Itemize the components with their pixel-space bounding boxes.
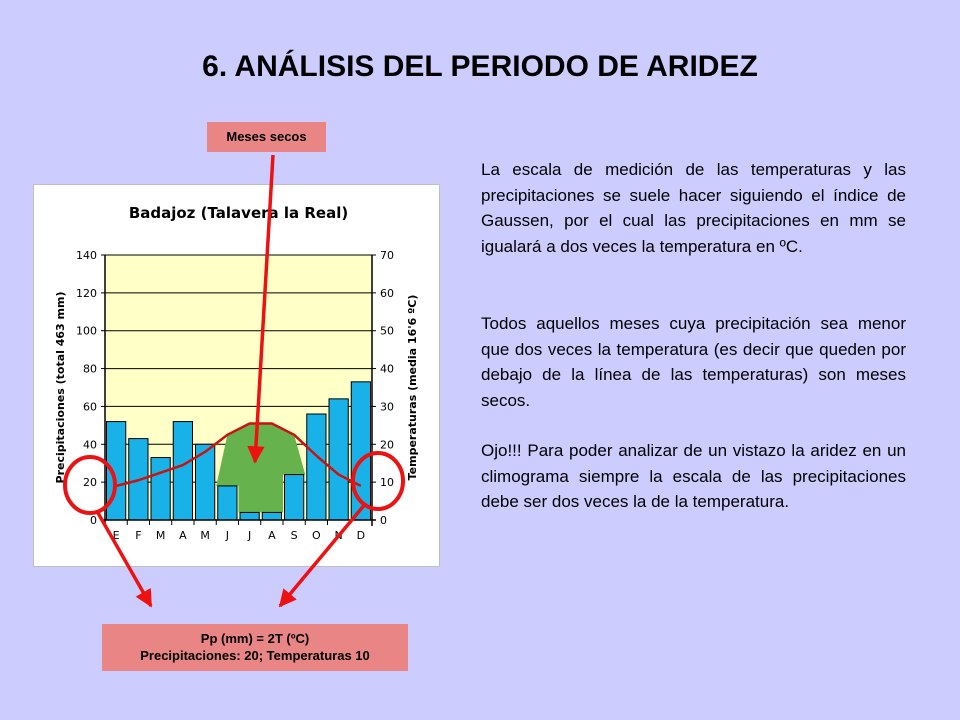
y-tick-label: 80 xyxy=(83,363,97,376)
y2-axis-title: Temperaturas (media 16'6 ºC) xyxy=(406,295,419,481)
month-label: A xyxy=(179,529,187,542)
y-tick-label: 40 xyxy=(83,438,97,451)
precipitation-bar xyxy=(217,485,238,521)
y2-tick-label: 10 xyxy=(380,476,394,489)
y-tick-label: 140 xyxy=(76,249,97,262)
precipitation-bar xyxy=(284,474,305,521)
month-label: J xyxy=(225,529,229,542)
y-tick-label: 60 xyxy=(83,400,97,413)
month-label: S xyxy=(291,529,298,542)
paragraph-gaussen-index: La escala de medición de las temperatura… xyxy=(481,160,906,256)
y-tick-label: 100 xyxy=(76,325,97,338)
month-label: M xyxy=(156,529,166,542)
y2-tick-label: 40 xyxy=(380,363,394,376)
gaussen-formula-callout: Pp (mm) = 2T (ºC) Precipitaciones: 20; T… xyxy=(102,624,408,671)
gaussen-values-line: Precipitaciones: 20; Temperaturas 10 xyxy=(140,648,370,663)
month-label: F xyxy=(135,529,141,542)
y2-tick-label: 70 xyxy=(380,249,394,262)
precipitation-bar xyxy=(261,511,282,521)
month-label: D xyxy=(357,529,365,542)
chart-title: Badajoz (Talavera la Real) xyxy=(129,204,348,222)
precipitation-bar xyxy=(106,421,127,521)
month-label: M xyxy=(200,529,210,542)
month-label: E xyxy=(113,529,120,542)
month-label: J xyxy=(247,529,251,542)
paragraph-scale-warning: Ojo!!! Para poder analizar de un vistazo… xyxy=(481,441,906,511)
y-tick-label: 120 xyxy=(76,287,97,300)
climate-chart: Badajoz (Talavera la Real)02040608010012… xyxy=(54,204,419,542)
gaussen-formula-line: Pp (mm) = 2T (ºC) xyxy=(200,631,310,646)
month-label: A xyxy=(268,529,276,542)
y2-tick-label: 20 xyxy=(380,438,394,451)
y2-tick-label: 0 xyxy=(380,514,387,527)
precipitation-bar xyxy=(350,381,371,521)
paragraph-dry-months: Todos aquellos meses cuya precipitación … xyxy=(481,314,906,410)
slide-title: 6. ANÁLISIS DEL PERIODO DE ARIDEZ xyxy=(202,50,758,83)
y-tick-label: 20 xyxy=(83,476,97,489)
temperature-line xyxy=(115,422,362,488)
month-label: N xyxy=(335,529,343,542)
y2-tick-label: 60 xyxy=(380,287,394,300)
precipitation-bar xyxy=(172,421,193,521)
y-axis-title: Precipitaciones (total 463 mm) xyxy=(54,292,67,484)
precipitation-bar xyxy=(328,398,349,521)
dry-months-callout: Meses secos xyxy=(207,122,326,152)
climate-chart-panel: Badajoz (Talavera la Real) 0 20 40 60 80 100 12… xyxy=(33,184,440,567)
y2-tick-label: 50 xyxy=(380,325,394,338)
month-label: O xyxy=(312,529,321,542)
precipitation-bar xyxy=(239,511,260,521)
precipitation-bar xyxy=(150,457,171,521)
y-tick-label: 0 xyxy=(90,514,97,527)
dry-period-area xyxy=(216,423,306,513)
precipitation-bar xyxy=(306,413,327,521)
y2-tick-label: 30 xyxy=(380,400,394,413)
